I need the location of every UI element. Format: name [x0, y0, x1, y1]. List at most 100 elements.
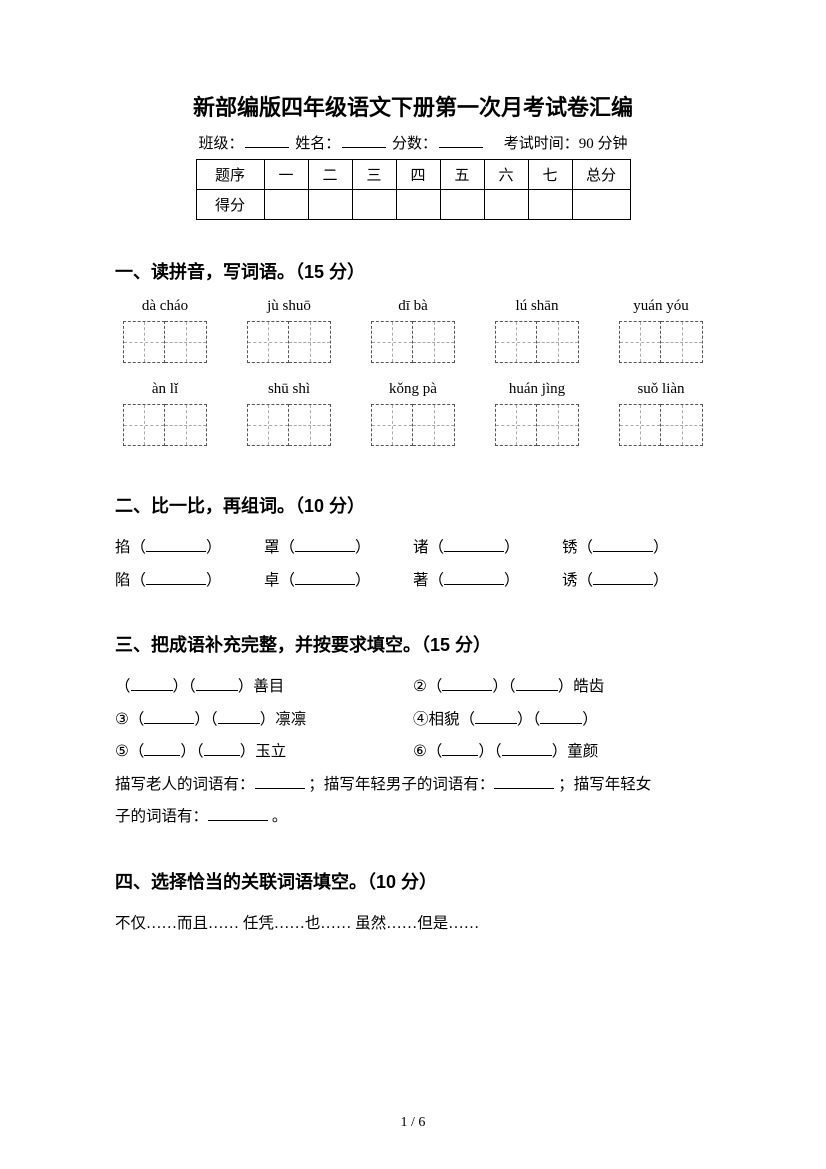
tianzi-box[interactable]	[239, 321, 339, 363]
desc-text: ；描写年轻女	[554, 776, 651, 793]
pinyin-label: àn lǐ	[115, 381, 215, 398]
idiom-prefix: ④相貌	[413, 711, 460, 728]
pinyin-label: yuán yóu	[611, 298, 711, 315]
name-label: 姓名：	[295, 136, 340, 152]
desc-text: 子的词语有：	[115, 808, 208, 825]
score-cell[interactable]	[440, 190, 484, 220]
char: 陷	[115, 572, 131, 589]
pinyin-item: shū shì	[239, 381, 339, 458]
answer-blank[interactable]	[442, 742, 478, 756]
pinyin-item: dà cháo	[115, 298, 215, 375]
char: 诱	[562, 572, 578, 589]
section-1: 一、读拼音，写词语。（15 分） dà cháo jù shuō dī bà l…	[115, 258, 711, 458]
idiom-row: ③（）（）凛凛 ④相貌（）（）	[115, 704, 711, 737]
answer-blank[interactable]	[593, 538, 653, 552]
score-cell[interactable]	[396, 190, 440, 220]
desc-text: 。	[268, 808, 287, 825]
pinyin-label: suǒ liàn	[611, 381, 711, 398]
pinyin-item: dī bà	[363, 298, 463, 375]
answer-blank[interactable]	[196, 677, 238, 691]
class-label: 班级：	[198, 136, 243, 152]
char: 罩	[264, 539, 280, 556]
char: 掐	[115, 539, 131, 556]
answer-blank[interactable]	[540, 710, 582, 724]
class-blank[interactable]	[245, 133, 289, 148]
pinyin-item: kǒng pà	[363, 381, 463, 458]
answer-blank[interactable]	[494, 775, 554, 789]
idiom-text: 凛凛	[275, 711, 306, 728]
answer-blank[interactable]	[131, 677, 173, 691]
pinyin-item: lú shān	[487, 298, 587, 375]
table-cell: 二	[308, 160, 352, 190]
table-row: 得分	[196, 190, 630, 220]
idiom-prefix: ②	[413, 678, 427, 695]
compare-row: 陷（） 卓（） 著（） 诱（）	[115, 565, 711, 598]
answer-blank[interactable]	[255, 775, 305, 789]
desc-text: ；描写年轻男子的词语有：	[305, 776, 495, 793]
answer-blank[interactable]	[204, 742, 240, 756]
section-heading: 三、把成语补充完整，并按要求填空。（15 分）	[115, 631, 711, 657]
score-table: 题序 一 二 三 四 五 六 七 总分 得分	[196, 159, 631, 220]
section-heading: 二、比一比，再组词。（10 分）	[115, 492, 711, 518]
name-blank[interactable]	[342, 133, 386, 148]
score-blank[interactable]	[439, 133, 483, 148]
idiom-text: 皓齿	[573, 678, 604, 695]
row-header: 题序	[196, 160, 264, 190]
answer-blank[interactable]	[295, 571, 355, 585]
answer-blank[interactable]	[218, 710, 260, 724]
section-3: 三、把成语补充完整，并按要求填空。（15 分） （）（）善目 ②（）（）皓齿 ③…	[115, 631, 711, 834]
desc-text: 描写老人的词语有：	[115, 776, 255, 793]
tianzi-box[interactable]	[487, 404, 587, 446]
tianzi-box[interactable]	[239, 404, 339, 446]
answer-blank[interactable]	[144, 710, 194, 724]
compare-row: 掐（） 罩（） 诸（） 锈（）	[115, 532, 711, 565]
score-cell[interactable]	[264, 190, 308, 220]
pinyin-label: jù shuō	[239, 298, 339, 315]
char: 著	[413, 572, 429, 589]
pinyin-item: yuán yóu	[611, 298, 711, 375]
tianzi-box[interactable]	[487, 321, 587, 363]
pinyin-label: lú shān	[487, 298, 587, 315]
score-cell[interactable]	[352, 190, 396, 220]
table-row: 题序 一 二 三 四 五 六 七 总分	[196, 160, 630, 190]
answer-blank[interactable]	[208, 807, 268, 821]
row-header: 得分	[196, 190, 264, 220]
pinyin-item: àn lǐ	[115, 381, 215, 458]
pinyin-label: huán jìng	[487, 381, 587, 398]
score-cell[interactable]	[528, 190, 572, 220]
pinyin-item: suǒ liàn	[611, 381, 711, 458]
meta-line: 班级： 姓名： 分数： 考试时间：90 分钟	[115, 132, 711, 153]
score-cell[interactable]	[572, 190, 630, 220]
page-number: 1 / 6	[0, 1115, 826, 1131]
pinyin-row: dà cháo jù shuō dī bà lú shān yuán yóu	[115, 298, 711, 375]
idiom-text: 玉立	[255, 743, 286, 760]
answer-blank[interactable]	[593, 571, 653, 585]
answer-blank[interactable]	[444, 571, 504, 585]
answer-blank[interactable]	[444, 538, 504, 552]
tianzi-box[interactable]	[115, 404, 215, 446]
answer-blank[interactable]	[516, 677, 558, 691]
options-line: 不仅……而且…… 任凭……也…… 虽然……但是……	[115, 908, 711, 941]
idiom-text: 童颜	[567, 743, 598, 760]
answer-blank[interactable]	[146, 571, 206, 585]
idiom-prefix: ③	[115, 711, 129, 728]
tianzi-box[interactable]	[611, 404, 711, 446]
tianzi-box[interactable]	[611, 321, 711, 363]
tianzi-box[interactable]	[115, 321, 215, 363]
answer-blank[interactable]	[502, 742, 552, 756]
page-title: 新部编版四年级语文下册第一次月考试卷汇编	[115, 90, 711, 122]
tianzi-box[interactable]	[363, 321, 463, 363]
score-label: 分数：	[392, 136, 437, 152]
description-line: 子的词语有： 。	[115, 801, 711, 834]
score-cell[interactable]	[484, 190, 528, 220]
answer-blank[interactable]	[146, 538, 206, 552]
answer-blank[interactable]	[475, 710, 517, 724]
score-cell[interactable]	[308, 190, 352, 220]
answer-blank[interactable]	[144, 742, 180, 756]
table-cell: 四	[396, 160, 440, 190]
tianzi-box[interactable]	[363, 404, 463, 446]
idiom-prefix: ⑤	[115, 743, 129, 760]
answer-blank[interactable]	[442, 677, 492, 691]
idiom-row: ⑤（）（）玉立 ⑥（）（）童颜	[115, 736, 711, 769]
answer-blank[interactable]	[295, 538, 355, 552]
